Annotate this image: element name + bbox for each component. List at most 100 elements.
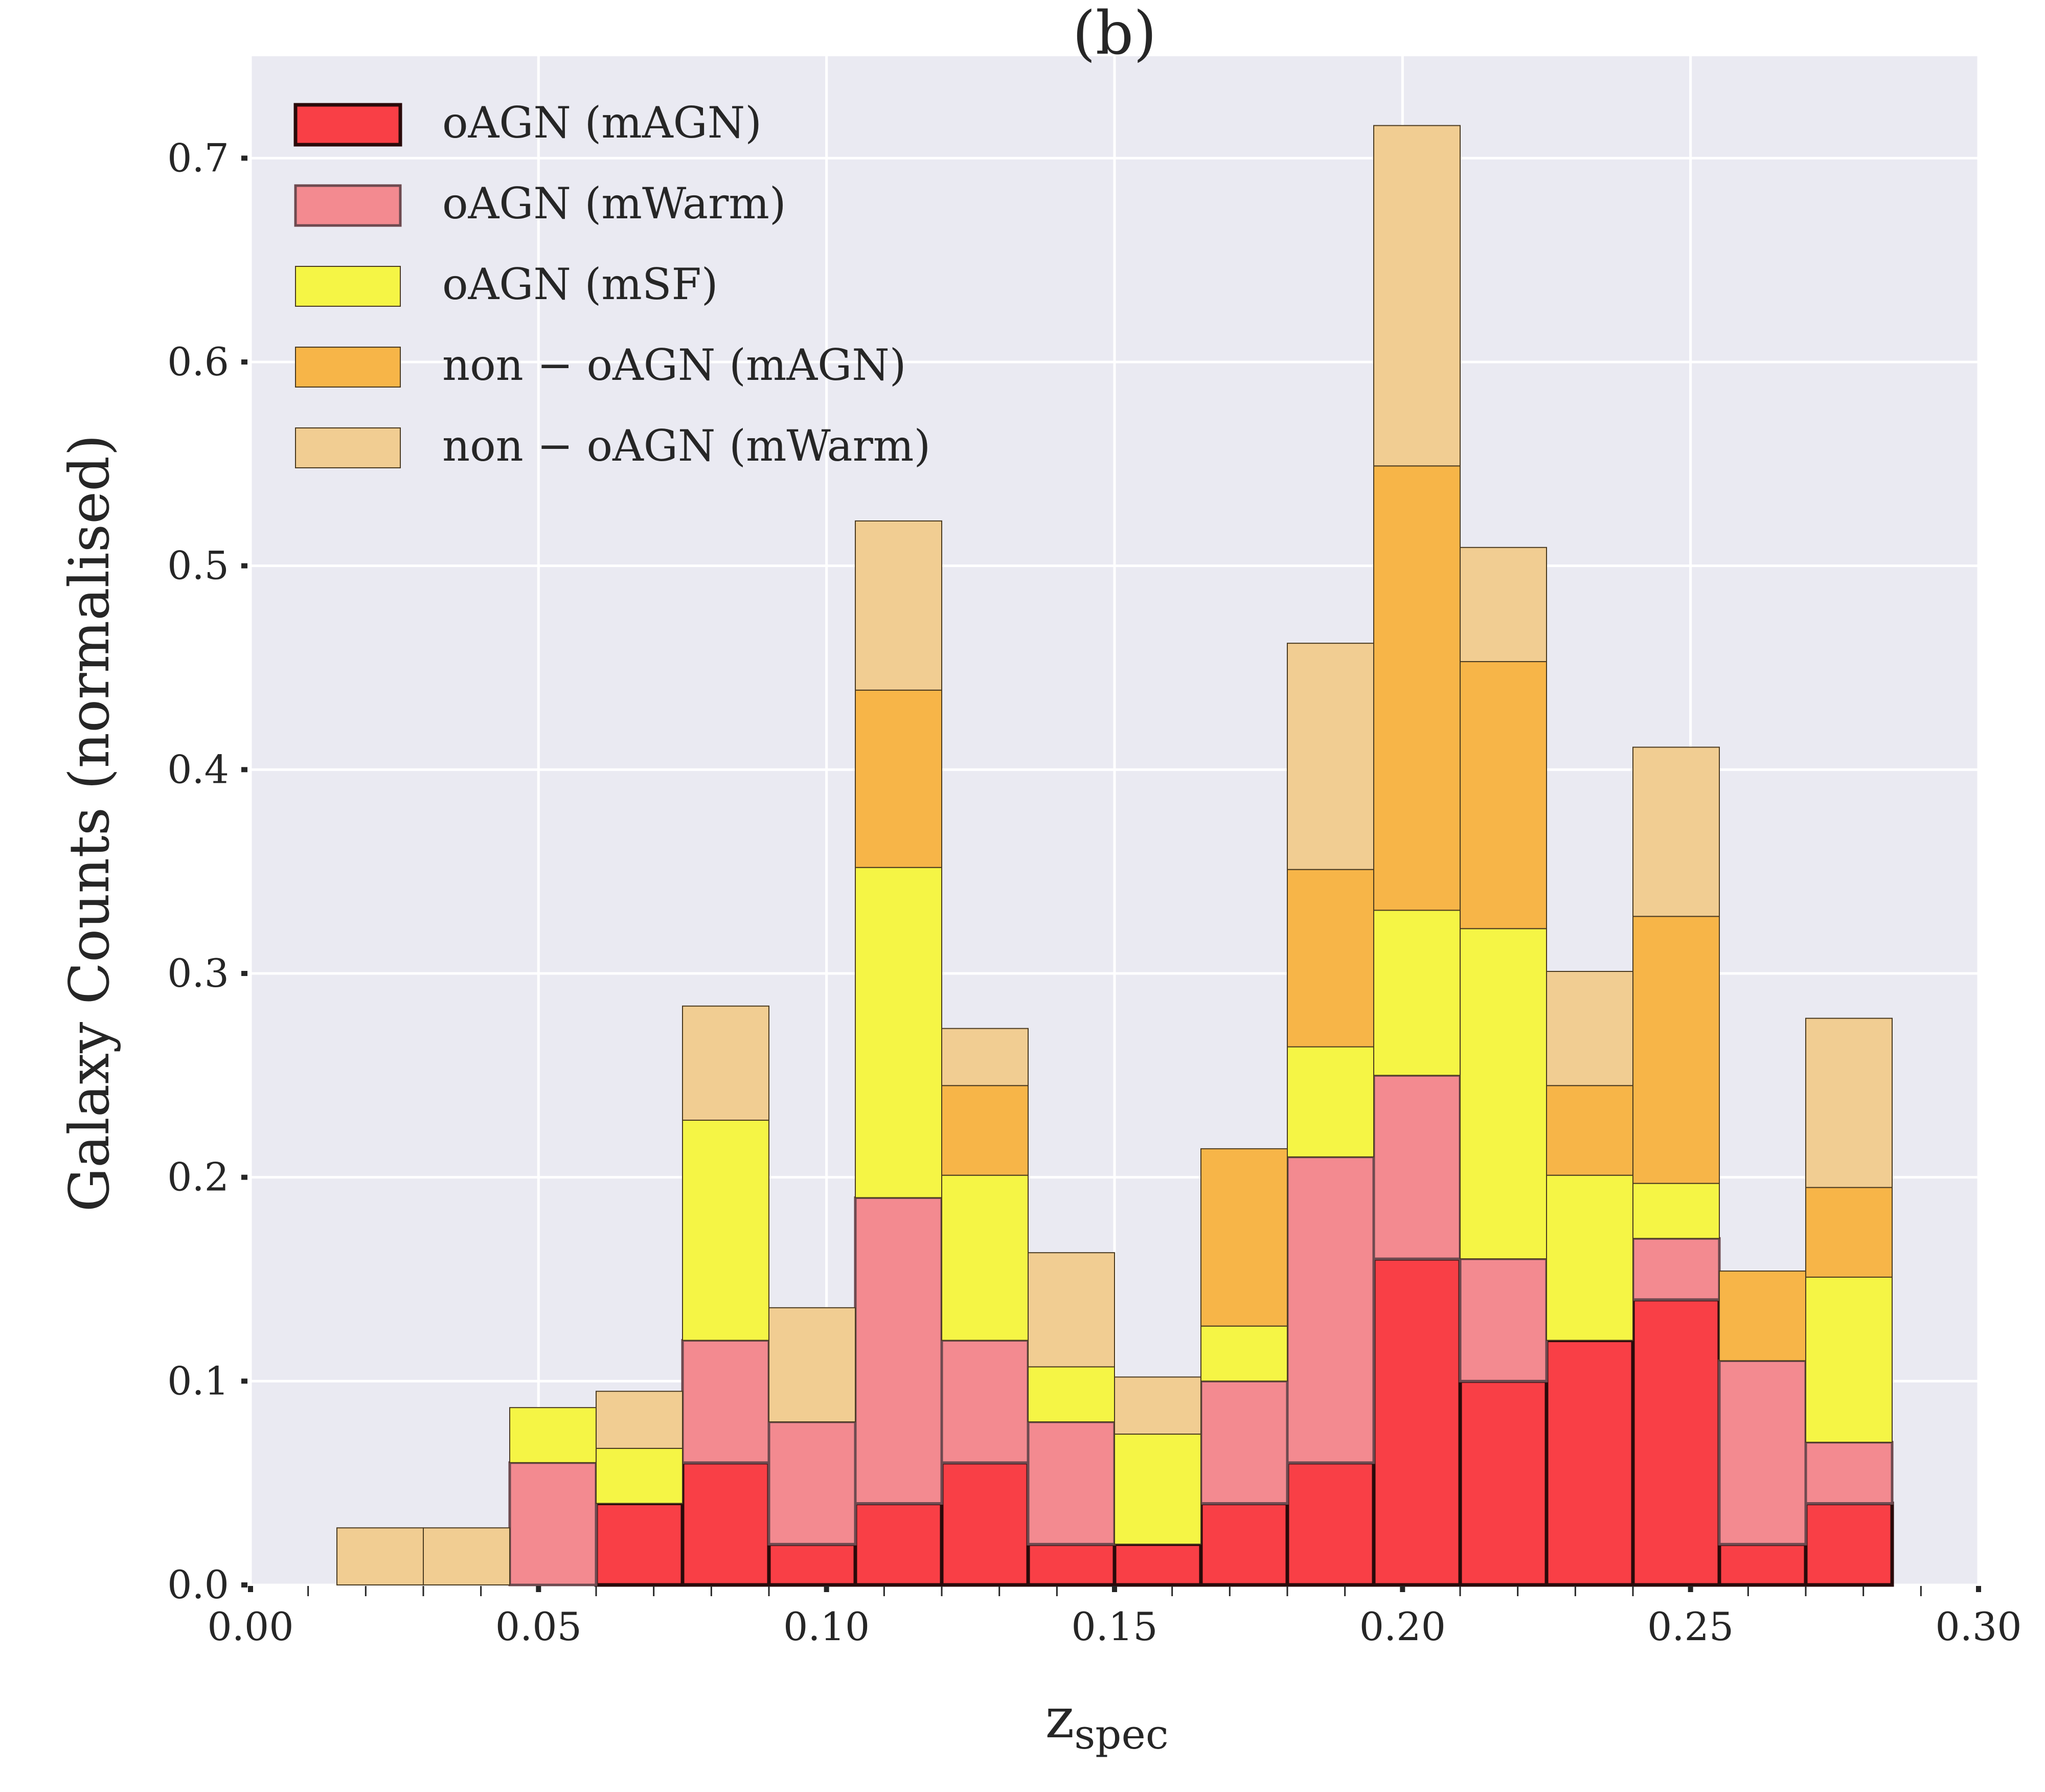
bar-oagn-mwarm bbox=[1027, 1420, 1116, 1546]
x-axis-label: zspec bbox=[1045, 1687, 1168, 1758]
bar-non-oagn-mwarm bbox=[1028, 1252, 1115, 1368]
legend-swatch bbox=[295, 427, 401, 468]
y-major-tick bbox=[241, 971, 247, 976]
y-axis-label: Galaxy Counts (normalised) bbox=[58, 435, 122, 1212]
bar-oagn-magn bbox=[1544, 1339, 1635, 1587]
bar-non-oagn-magn bbox=[1373, 465, 1461, 911]
bar-oagn-msf bbox=[1200, 1325, 1288, 1382]
bar-oagn-mwarm bbox=[1286, 1155, 1375, 1464]
bar-oagn-magn bbox=[767, 1542, 857, 1587]
legend-label: oAGN (mWarm) bbox=[442, 178, 786, 229]
legend-label: non − oAGN (mWarm) bbox=[442, 421, 930, 471]
chart-title: (b) bbox=[1073, 0, 1157, 68]
legend-swatch bbox=[293, 103, 402, 147]
x-major-tick bbox=[248, 1586, 253, 1592]
bar-oagn-mwarm bbox=[508, 1461, 598, 1586]
bar-oagn-magn bbox=[594, 1502, 685, 1587]
y-major-tick bbox=[241, 1582, 247, 1587]
legend-label: oAGN (mSF) bbox=[442, 259, 718, 309]
bar-non-oagn-mwarm bbox=[336, 1527, 424, 1585]
x-tick-label: 0.30 bbox=[1935, 1604, 2021, 1649]
y-major-tick bbox=[241, 359, 247, 365]
bar-non-oagn-mwarm bbox=[1805, 1017, 1893, 1188]
bar-oagn-mwarm bbox=[1804, 1441, 1894, 1505]
bar-non-oagn-magn bbox=[1200, 1148, 1288, 1327]
bar-oagn-msf bbox=[941, 1174, 1029, 1341]
x-major-tick bbox=[1400, 1586, 1405, 1592]
bar-oagn-mwarm bbox=[681, 1339, 770, 1464]
bar-non-oagn-mwarm bbox=[596, 1391, 683, 1449]
bar-oagn-msf bbox=[509, 1407, 597, 1463]
bar-oagn-msf bbox=[1805, 1277, 1893, 1443]
bar-oagn-magn bbox=[1458, 1379, 1549, 1587]
y-major-tick bbox=[241, 767, 247, 773]
bar-non-oagn-magn bbox=[1719, 1271, 1806, 1362]
bar-oagn-mwarm bbox=[767, 1420, 857, 1546]
bar-non-oagn-magn bbox=[855, 689, 942, 868]
legend-swatch bbox=[295, 347, 401, 388]
bar-oagn-msf bbox=[1460, 928, 1547, 1260]
bar-oagn-magn bbox=[940, 1461, 1030, 1587]
bar-oagn-magn bbox=[1026, 1542, 1117, 1587]
y-tick-label: 0.6 bbox=[167, 339, 229, 384]
x-major-tick bbox=[1112, 1586, 1117, 1592]
bar-oagn-msf bbox=[1546, 1174, 1633, 1341]
x-tick-label: 0.15 bbox=[1071, 1604, 1157, 1649]
bar-oagn-mwarm bbox=[1199, 1379, 1289, 1505]
bar-non-oagn-mwarm bbox=[1546, 971, 1633, 1086]
legend-swatch bbox=[294, 184, 402, 227]
bar-non-oagn-magn bbox=[1546, 1085, 1633, 1176]
bar-non-oagn-magn bbox=[1460, 661, 1547, 929]
legend-label: non − oAGN (mAGN) bbox=[442, 340, 906, 390]
bar-oagn-magn bbox=[1112, 1542, 1203, 1587]
bar-non-oagn-mwarm bbox=[1460, 547, 1547, 663]
bar-non-oagn-mwarm bbox=[855, 520, 942, 691]
x-tick-label: 0.00 bbox=[207, 1604, 293, 1649]
x-tick-label: 0.20 bbox=[1359, 1604, 1446, 1649]
legend-label: oAGN (mAGN) bbox=[442, 98, 762, 148]
axis-ticks: 0.00 0.05 0.10 0.15 0.20 0.25 0.30 0.0 0.1 0.2 0.3… bbox=[167, 135, 2021, 1649]
bar-non-oagn-mwarm bbox=[768, 1307, 856, 1423]
bar-oagn-mwarm bbox=[1631, 1237, 1721, 1301]
bar-non-oagn-mwarm bbox=[423, 1527, 510, 1585]
bar-oagn-magn bbox=[1717, 1542, 1808, 1587]
x-major-tick bbox=[824, 1586, 829, 1592]
bar-non-oagn-mwarm bbox=[1114, 1376, 1201, 1435]
bar-oagn-mwarm bbox=[940, 1339, 1030, 1464]
y-tick-label: 0.3 bbox=[167, 950, 229, 996]
bar-oagn-mwarm bbox=[1459, 1257, 1548, 1382]
legend: oAGN (mAGN) oAGN (mWarm) oAGN (mSF) non − o… bbox=[293, 98, 930, 471]
x-tick-label: 0.10 bbox=[783, 1604, 870, 1649]
y-tick-label: 0.4 bbox=[167, 746, 229, 792]
legend-swatch bbox=[295, 266, 401, 307]
bar-oagn-msf bbox=[1373, 910, 1461, 1076]
x-major-tick bbox=[1976, 1586, 1981, 1592]
bar-non-oagn-mwarm bbox=[1632, 746, 1720, 917]
x-tick-label: 0.25 bbox=[1647, 1604, 1734, 1649]
bar-oagn-mwarm bbox=[1718, 1359, 1807, 1546]
bar-oagn-msf bbox=[596, 1447, 683, 1504]
bar-oagn-magn bbox=[1804, 1502, 1894, 1587]
bar-oagn-msf bbox=[1028, 1366, 1115, 1423]
y-major-tick bbox=[241, 155, 247, 161]
x-major-tick bbox=[1688, 1586, 1693, 1592]
y-major-tick bbox=[241, 1174, 247, 1180]
y-tick-label: 0.5 bbox=[167, 543, 229, 588]
bar-oagn-msf bbox=[1632, 1183, 1720, 1239]
bar-non-oagn-mwarm bbox=[941, 1028, 1029, 1086]
bar-non-oagn-magn bbox=[941, 1085, 1029, 1176]
bar-non-oagn-magn bbox=[1287, 869, 1374, 1048]
bar-oagn-magn bbox=[1285, 1461, 1376, 1587]
bar-oagn-magn bbox=[680, 1461, 771, 1587]
histogram-bars bbox=[336, 125, 1894, 1587]
bar-oagn-msf bbox=[1287, 1046, 1374, 1158]
bar-oagn-magn bbox=[1631, 1298, 1721, 1587]
bar-oagn-magn bbox=[853, 1502, 944, 1587]
bar-oagn-msf bbox=[682, 1120, 769, 1341]
bar-oagn-magn bbox=[1372, 1257, 1462, 1587]
bar-non-oagn-magn bbox=[1632, 916, 1720, 1184]
y-tick-label: 0.0 bbox=[167, 1562, 229, 1607]
bar-oagn-msf bbox=[855, 867, 942, 1198]
